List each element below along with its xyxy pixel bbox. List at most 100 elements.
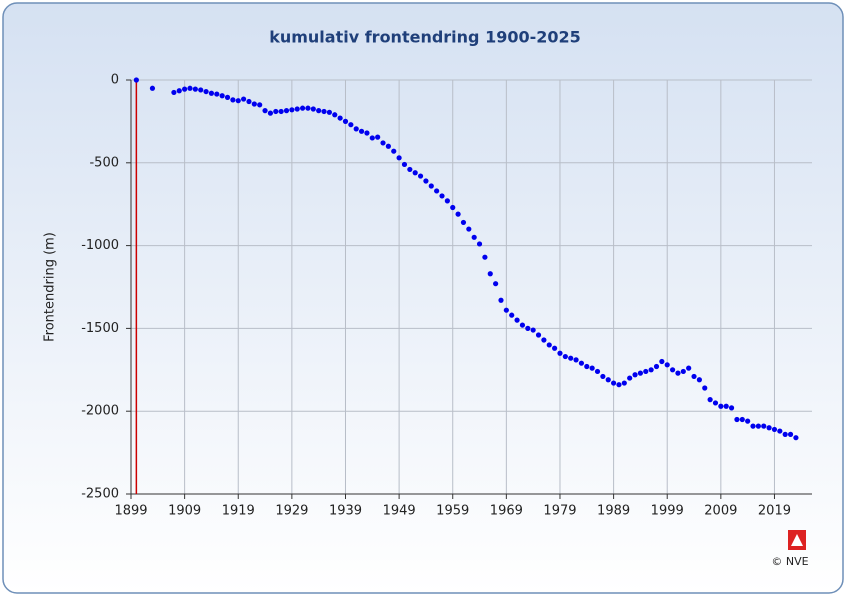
point (707, 397, 713, 403)
point (653, 363, 660, 370)
point (455, 211, 461, 217)
point (605, 377, 611, 383)
point (718, 403, 724, 409)
point (686, 365, 692, 371)
y-tick-label: -500 (89, 155, 119, 170)
point (423, 178, 429, 184)
point (530, 327, 536, 333)
point (364, 130, 370, 136)
point (509, 312, 515, 318)
point (396, 155, 402, 161)
point (342, 118, 349, 124)
y-tick-label: 0 (111, 73, 119, 88)
point (182, 86, 188, 92)
point (187, 85, 193, 91)
point (450, 204, 456, 211)
point (289, 107, 295, 113)
point (621, 380, 627, 386)
panel (2, 2, 844, 594)
y-axis-label: Frontendring (m) (43, 232, 58, 342)
point (230, 97, 236, 103)
x-tick-label: 2009 (704, 504, 737, 519)
point (632, 372, 638, 378)
point (251, 101, 257, 107)
y-tick-label: -1500 (81, 321, 119, 336)
point (761, 423, 767, 429)
logo (788, 530, 806, 550)
point (214, 91, 220, 97)
y-tick-label: -2500 (81, 487, 119, 502)
point (267, 110, 274, 116)
point (439, 193, 445, 199)
point (691, 373, 697, 380)
point (680, 368, 686, 375)
point (482, 254, 488, 260)
point (535, 332, 542, 338)
x-tick-label: 1979 (543, 504, 576, 519)
point (750, 423, 756, 429)
point (246, 98, 252, 105)
point (283, 108, 290, 114)
point (278, 108, 284, 115)
point (787, 431, 794, 437)
point (257, 102, 263, 108)
point (171, 89, 177, 96)
point (294, 106, 300, 112)
point (262, 108, 268, 114)
point (648, 367, 654, 373)
point (219, 93, 225, 99)
point (562, 353, 568, 360)
point (498, 297, 504, 303)
point (503, 307, 509, 313)
point (305, 105, 311, 111)
point (401, 161, 408, 168)
point (568, 355, 574, 361)
point (627, 375, 633, 381)
point (241, 96, 247, 102)
point (380, 140, 386, 146)
point (552, 345, 558, 351)
point (541, 337, 547, 343)
point (460, 219, 467, 226)
point (771, 426, 778, 433)
point (755, 423, 761, 429)
point (332, 112, 338, 118)
point (316, 108, 322, 114)
point (739, 416, 745, 423)
point (745, 418, 751, 424)
point (176, 88, 182, 94)
point (514, 317, 520, 323)
y-tick-label: -1000 (81, 238, 119, 253)
point (669, 367, 676, 373)
point (487, 271, 493, 277)
x-tick-label: 1999 (651, 504, 684, 519)
x-tick-label: 1939 (329, 504, 362, 519)
point (578, 360, 585, 366)
point (310, 106, 316, 112)
x-tick-label: 1909 (168, 504, 201, 519)
point (299, 105, 306, 111)
point (428, 183, 434, 189)
point (235, 98, 241, 104)
point (675, 370, 681, 376)
point (659, 358, 665, 365)
point (584, 363, 590, 370)
x-tick-label: 1989 (597, 504, 630, 519)
point (208, 90, 215, 96)
point (369, 135, 375, 141)
x-tick-label: 1929 (275, 504, 308, 519)
point (224, 94, 231, 100)
point (321, 108, 327, 115)
point (476, 241, 483, 247)
point (734, 416, 740, 423)
point (573, 357, 579, 363)
point (594, 368, 601, 375)
x-tick-label: 1969 (490, 504, 523, 519)
point (466, 226, 472, 232)
point (610, 380, 617, 386)
point (777, 428, 783, 434)
point (766, 425, 772, 431)
point (434, 188, 440, 194)
